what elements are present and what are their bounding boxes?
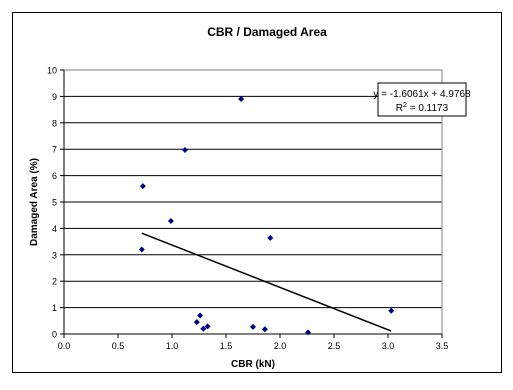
data-point <box>238 96 245 103</box>
trendline-equation-box: y = -1.6061x + 4.9768 R2 = 0.1173 <box>373 82 471 117</box>
y-tick-label: 7 <box>52 145 57 155</box>
data-point <box>139 183 146 190</box>
data-point <box>305 329 312 336</box>
data-point <box>267 234 274 241</box>
data-point <box>204 323 211 330</box>
data-points <box>138 96 395 336</box>
axis-ticks: 0 1 2 3 4 5 6 7 8 9 10 0.0 0.5 1.0 1.5 2.0 2.5 3.0 3.5 <box>47 66 448 352</box>
axis-lines <box>63 70 442 335</box>
trendline <box>141 232 392 332</box>
x-tick-label: 3.0 <box>382 341 395 351</box>
data-point <box>181 146 188 153</box>
y-tick-label: 0 <box>52 330 57 340</box>
y-tick-label: 9 <box>52 92 57 102</box>
data-point <box>193 319 200 326</box>
data-point <box>250 323 256 330</box>
chart-title: CBR / Damaged Area <box>207 25 327 39</box>
x-axis-label: CBR (kN) <box>231 359 275 370</box>
data-point <box>197 312 204 319</box>
y-tick-label: 5 <box>52 198 57 208</box>
x-tick-label: 1.5 <box>220 341 233 351</box>
data-point <box>200 325 207 332</box>
y-tick-label: 6 <box>52 171 57 181</box>
chart-frame <box>12 12 502 373</box>
y-tick-label: 4 <box>52 224 57 234</box>
data-point <box>138 246 145 253</box>
data-point <box>388 307 395 314</box>
x-tick-label: 3.5 <box>436 341 449 351</box>
y-tick-label: 8 <box>52 118 57 128</box>
data-point <box>261 326 268 333</box>
gridlines <box>64 95 442 309</box>
x-tick-label: 2.5 <box>328 341 341 351</box>
y-tick-label: 3 <box>52 250 57 260</box>
y-axis-label: Damaged Area (%) <box>29 158 40 246</box>
y-tick-label: 2 <box>52 277 57 287</box>
x-tick-label: 0.5 <box>112 341 125 351</box>
x-tick-label: 0.0 <box>58 341 71 351</box>
data-point <box>167 218 174 225</box>
x-tick-label: 2.0 <box>274 341 287 351</box>
y-tick-label: 10 <box>47 66 57 76</box>
trendline-r2: R2 = 0.1173 <box>396 102 449 114</box>
trendline-equation: y = -1.6061x + 4.9768 <box>373 89 471 100</box>
y-tick-label: 1 <box>52 303 57 313</box>
x-tick-label: 1.0 <box>166 341 179 351</box>
